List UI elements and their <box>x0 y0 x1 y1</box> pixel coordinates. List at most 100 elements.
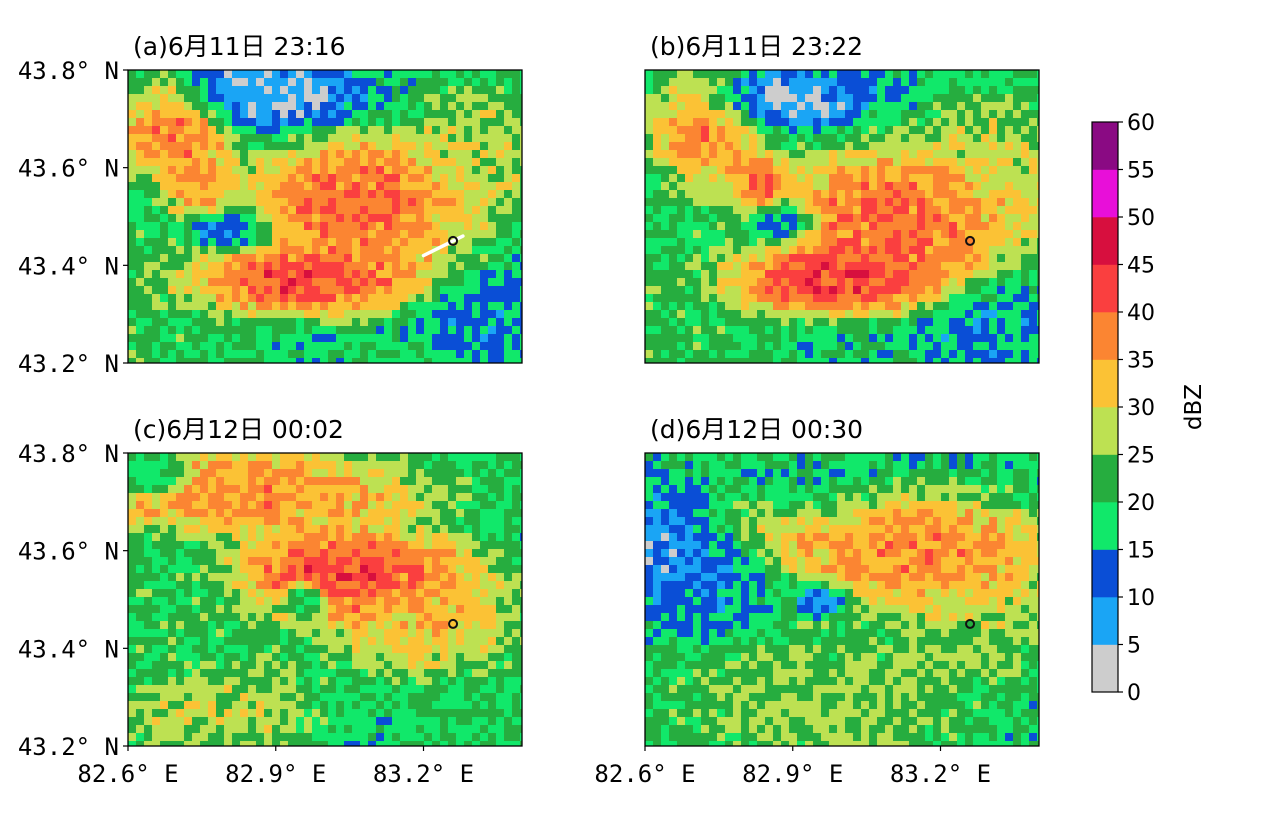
reflectivity-cell <box>733 222 742 231</box>
reflectivity-cell <box>653 134 662 143</box>
reflectivity-cell <box>136 342 145 351</box>
reflectivity-cell <box>520 541 522 550</box>
reflectivity-cell <box>757 94 766 103</box>
reflectivity-cell <box>336 166 345 175</box>
reflectivity-cell <box>424 158 433 167</box>
reflectivity-cell <box>328 517 337 526</box>
reflectivity-cell <box>376 637 385 646</box>
reflectivity-cell <box>933 326 942 335</box>
reflectivity-cell <box>184 485 193 494</box>
reflectivity-cell <box>829 214 838 223</box>
reflectivity-cell <box>416 326 425 335</box>
reflectivity-cell <box>1021 142 1030 151</box>
reflectivity-cell <box>717 214 726 223</box>
reflectivity-cell <box>773 126 782 135</box>
reflectivity-cell <box>136 589 145 598</box>
reflectivity-cell <box>520 142 522 151</box>
reflectivity-cell <box>352 358 361 363</box>
reflectivity-cell <box>376 182 385 191</box>
reflectivity-cell <box>232 102 241 111</box>
reflectivity-cell <box>512 621 521 630</box>
reflectivity-cell <box>440 589 449 598</box>
reflectivity-cell <box>765 310 774 319</box>
reflectivity-cell <box>288 158 297 167</box>
reflectivity-cell <box>352 334 361 343</box>
reflectivity-cell <box>989 318 998 327</box>
reflectivity-cell <box>408 142 417 151</box>
reflectivity-cell <box>456 118 465 127</box>
reflectivity-cell <box>360 102 369 111</box>
reflectivity-cell <box>957 342 966 351</box>
reflectivity-cell <box>168 166 177 175</box>
reflectivity-cell <box>304 134 313 143</box>
reflectivity-cell <box>949 86 958 95</box>
reflectivity-cell <box>861 238 870 247</box>
reflectivity-cell <box>400 525 409 534</box>
reflectivity-cell <box>965 150 974 159</box>
reflectivity-cell <box>853 222 862 231</box>
reflectivity-cell <box>224 573 233 582</box>
reflectivity-cell <box>685 102 694 111</box>
reflectivity-cell <box>949 214 958 223</box>
reflectivity-cell <box>933 238 942 247</box>
reflectivity-cell <box>144 605 153 614</box>
reflectivity-cell <box>496 501 505 510</box>
reflectivity-cell <box>320 110 329 119</box>
reflectivity-cell <box>885 126 894 135</box>
reflectivity-cell <box>653 302 662 311</box>
reflectivity-cell <box>893 86 902 95</box>
reflectivity-cell <box>376 493 385 502</box>
reflectivity-cell <box>168 286 177 295</box>
reflectivity-cell <box>512 102 521 111</box>
reflectivity-cell <box>941 326 950 335</box>
reflectivity-cell <box>192 150 201 159</box>
reflectivity-cell <box>488 94 497 103</box>
reflectivity-cell <box>1005 286 1014 295</box>
reflectivity-cell <box>128 621 137 630</box>
reflectivity-cell <box>472 573 481 582</box>
reflectivity-cell <box>240 645 249 654</box>
reflectivity-cell <box>496 142 505 151</box>
reflectivity-cell <box>344 286 353 295</box>
reflectivity-cell <box>224 294 233 303</box>
reflectivity-cell <box>336 126 345 135</box>
reflectivity-cell <box>328 182 337 191</box>
reflectivity-cell <box>1037 358 1039 363</box>
reflectivity-cell <box>320 358 329 363</box>
reflectivity-cell <box>192 501 201 510</box>
reflectivity-cell <box>653 238 662 247</box>
reflectivity-cell <box>344 270 353 279</box>
reflectivity-cell <box>933 318 942 327</box>
reflectivity-cell <box>368 613 377 622</box>
reflectivity-cell <box>280 469 289 478</box>
reflectivity-cell <box>853 214 862 223</box>
reflectivity-cell <box>152 605 161 614</box>
reflectivity-cell <box>288 477 297 486</box>
reflectivity-cell <box>496 453 505 462</box>
reflectivity-cell <box>725 182 734 191</box>
reflectivity-cell <box>200 246 209 255</box>
reflectivity-cell <box>965 70 974 79</box>
reflectivity-cell <box>168 270 177 279</box>
reflectivity-cell <box>661 238 670 247</box>
reflectivity-cell <box>472 549 481 558</box>
reflectivity-cell <box>424 142 433 151</box>
reflectivity-cell <box>869 118 878 127</box>
reflectivity-cell <box>232 541 241 550</box>
reflectivity-cell <box>448 134 457 143</box>
reflectivity-cell <box>328 318 337 327</box>
reflectivity-cell <box>416 461 425 470</box>
reflectivity-cell <box>464 110 473 119</box>
reflectivity-cell <box>520 222 522 231</box>
reflectivity-cell <box>1037 142 1039 151</box>
reflectivity-cell <box>384 477 393 486</box>
reflectivity-cell <box>240 278 249 287</box>
reflectivity-cell <box>216 198 225 207</box>
reflectivity-cell <box>805 326 814 335</box>
reflectivity-cell <box>456 126 465 135</box>
reflectivity-cell <box>1037 118 1039 127</box>
reflectivity-cell <box>981 158 990 167</box>
reflectivity-cell <box>733 110 742 119</box>
reflectivity-cell <box>472 142 481 151</box>
reflectivity-cell <box>160 270 169 279</box>
